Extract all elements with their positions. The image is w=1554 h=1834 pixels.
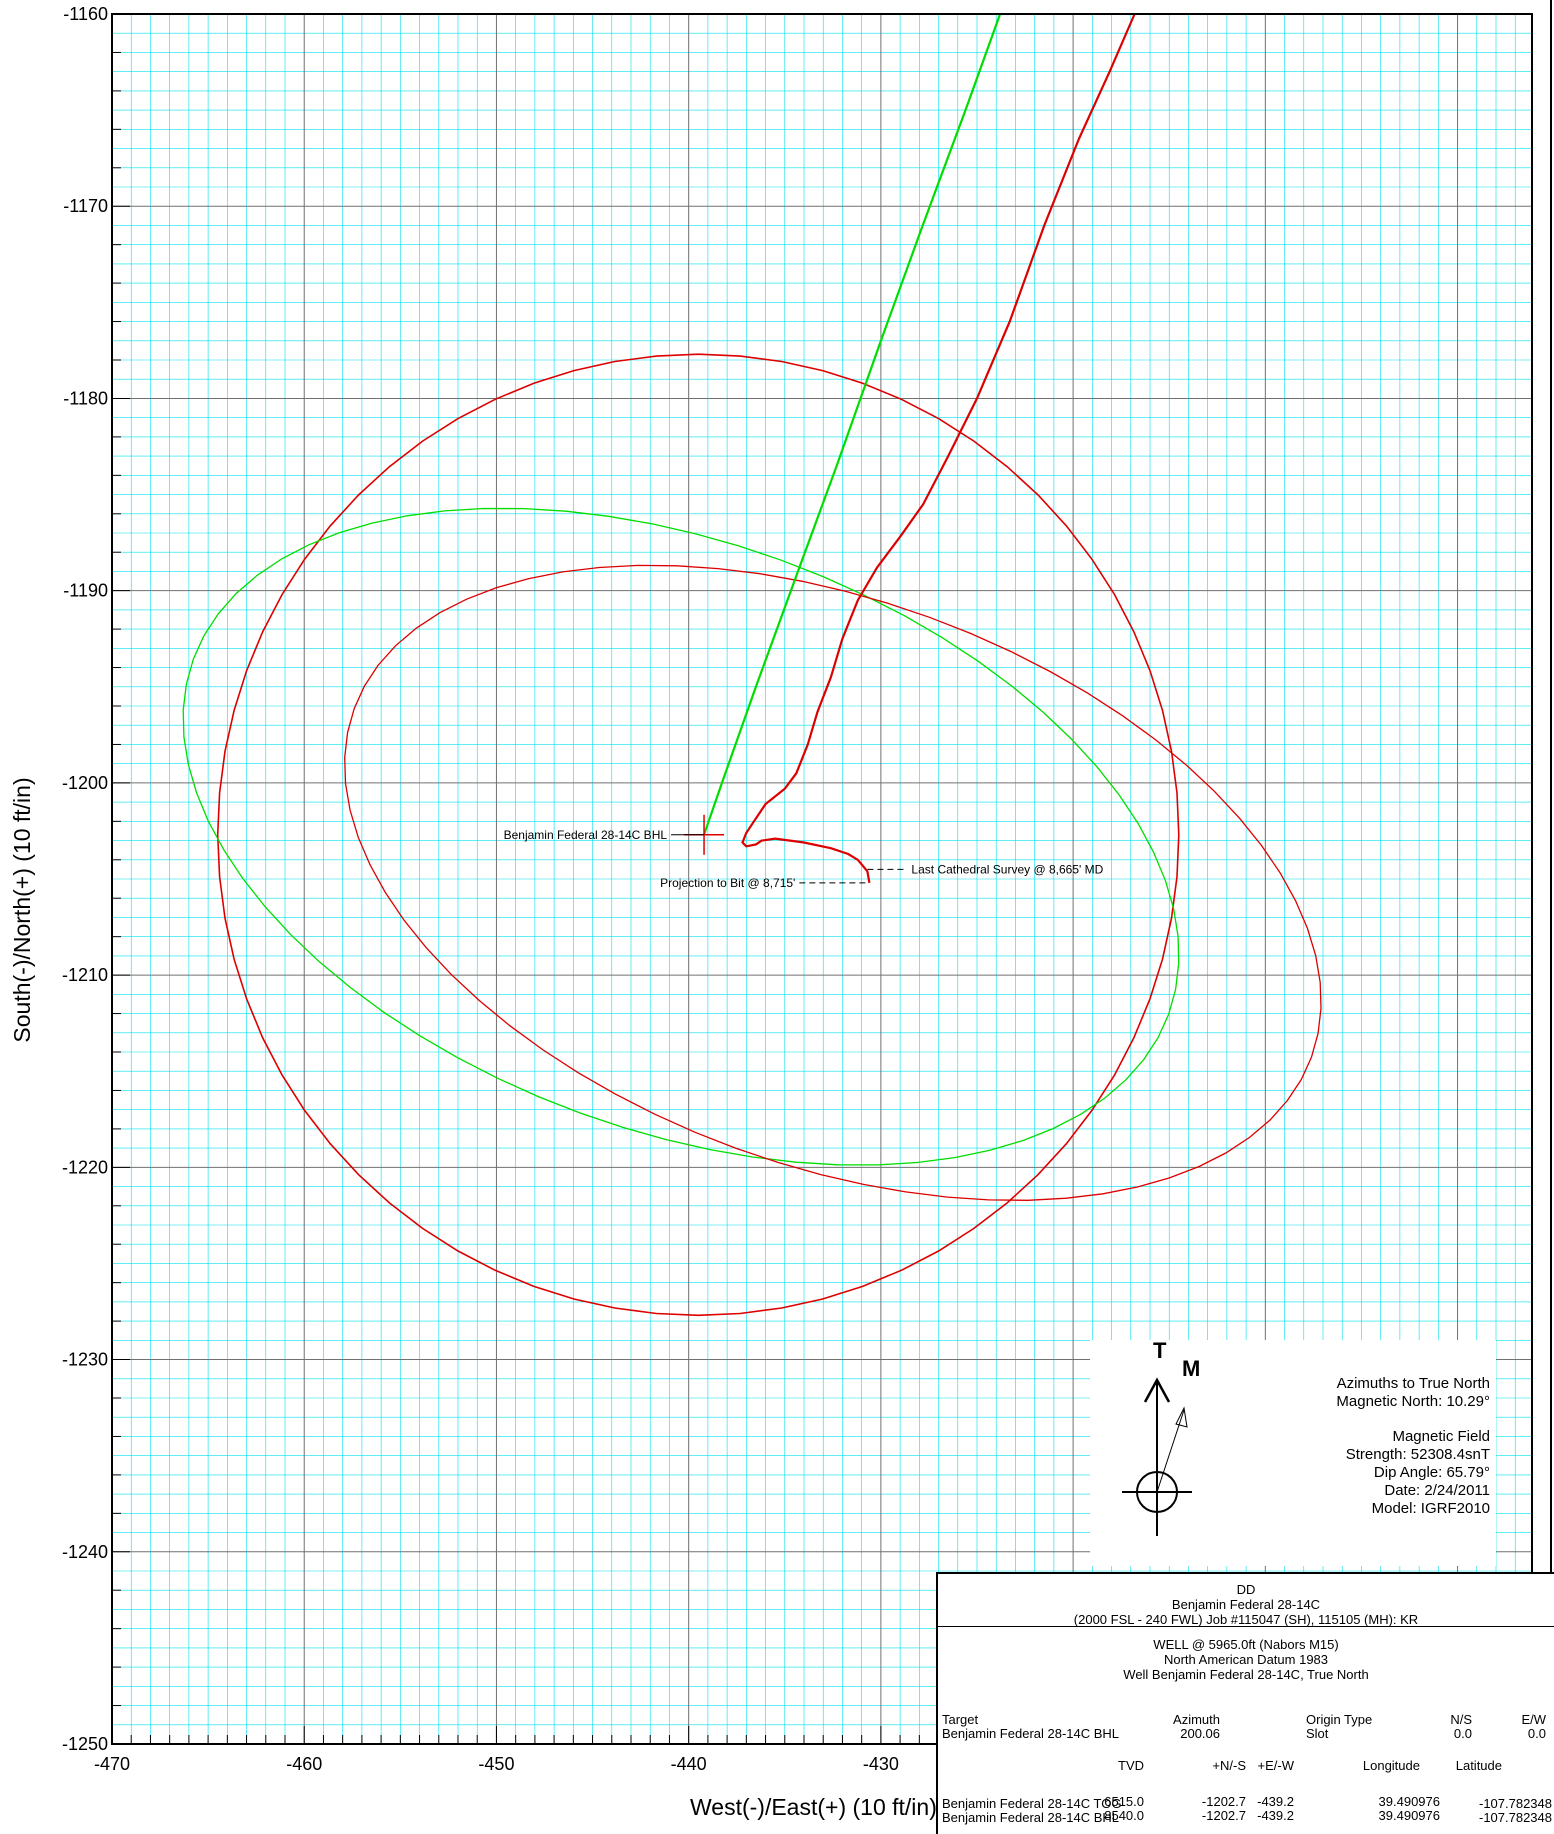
title-line-2: Benjamin Federal 28-14C	[1171, 1597, 1321, 1612]
y-tick-label: -1250	[62, 1734, 108, 1754]
x-tick-label: -440	[671, 1754, 707, 1774]
magnetic-model: Model: IGRF2010	[1371, 1500, 1490, 1517]
y-tick-label: -1210	[62, 965, 108, 985]
north-arrow: T M	[1122, 1340, 1200, 1536]
location-header-tvd: TVD	[1118, 1758, 1144, 1773]
well-block: WELL @ 5965.0ft (Nabors M15) North Ameri…	[938, 1627, 1554, 1697]
plot-frame	[111, 13, 1533, 1745]
target-row-ew: 0.0	[1527, 1726, 1546, 1741]
title-line-3: (2000 FSL - 240 FWL) Job #115047 (SH), 1…	[1073, 1612, 1419, 1627]
location-row-tvd: 8540.0	[1104, 1808, 1144, 1823]
x-axis-ticks: -470 -460 -450 -440 -430	[94, 1726, 940, 1774]
target-row-origin-type: Slot	[1306, 1726, 1329, 1741]
true-north-label: T	[1153, 1340, 1167, 1363]
uncertainty-ellipse	[344, 564, 1322, 1201]
well-info-panel: DD Benjamin Federal 28-14C (2000 FSL - 2…	[936, 1572, 1554, 1834]
annotations: Benjamin Federal 28-14C BHL Last Cathedra…	[504, 814, 1104, 890]
title-line-1: DD	[1236, 1582, 1256, 1597]
azimuth-line: Azimuths to True North	[1336, 1375, 1490, 1392]
magnetic-dip-angle: Dip Angle: 65.79°	[1373, 1464, 1490, 1481]
location-header-latitude: Latitude	[1455, 1758, 1502, 1773]
x-tick-label: -470	[94, 1754, 130, 1774]
y-tick-label: -1180	[63, 388, 108, 408]
y-tick-label: -1160	[63, 4, 108, 24]
location-row-name: Benjamin Federal 28-14C BHL	[942, 1810, 1120, 1825]
y-tick-label: -1190	[63, 581, 108, 601]
target-row-azimuth: 200.06	[1180, 1726, 1220, 1741]
magnetic-field-info: Magnetic Field Strength: 52308.4snT Dip …	[1346, 1428, 1490, 1518]
x-axis-title: West(-)/East(+) (10 ft/in)	[690, 1794, 937, 1820]
location-row-ew: -439.2	[1257, 1808, 1294, 1823]
location-header-longitude: Longitude	[1362, 1758, 1420, 1773]
y-axis-ticks: -1160 -1170 -1180 -1190 -1200 -1210 -1220 -1230…	[62, 4, 130, 1754]
magnetic-north-line	[1156, 1409, 1185, 1493]
target-row-name: Benjamin Federal 28-14C BHL	[942, 1726, 1120, 1741]
y-tick-label: -1230	[62, 1350, 108, 1370]
uncertainty-ellipse	[216, 353, 1180, 1317]
well-line-3: Well Benjamin Federal 28-14C, True North	[1123, 1667, 1369, 1682]
north-arrow-panel: T M Azimuths to True North Magnetic Nort…	[1090, 1340, 1496, 1566]
uncertainty-ellipse	[182, 507, 1180, 1166]
location-row-name: Benjamin Federal 28-14C TOG	[942, 1796, 1122, 1811]
wellbore-series	[702, 13, 1136, 883]
target-header-origin-type: Origin Type	[1306, 1712, 1373, 1727]
x-tick-label: -450	[478, 1754, 514, 1774]
magnetic-field-heading: Magnetic Field	[1392, 1428, 1490, 1445]
location-header-ew: +E/-W	[1257, 1758, 1294, 1773]
target-header-azimuth: Azimuth	[1173, 1712, 1220, 1727]
uncertainty-ellipses	[182, 353, 1322, 1317]
y-tick-label: -1220	[62, 1157, 108, 1177]
annotation-label: Last Cathedral Survey @ 8,665' MD	[911, 862, 1103, 876]
location-row-longitude: 39.490976	[1378, 1808, 1440, 1823]
y-tick-label: -1170	[63, 196, 108, 216]
well-line-2: North American Datum 1983	[1163, 1652, 1329, 1667]
annotation-label: Benjamin Federal 28-14C BHL	[504, 828, 668, 842]
x-tick-label: -430	[863, 1754, 899, 1774]
target-header-target: Target	[942, 1712, 979, 1727]
magnetic-field-strength: Strength: 52308.4snT	[1345, 1446, 1490, 1463]
location-row-latitude: -107.782348	[1478, 1810, 1552, 1825]
location-header-ns: +N/-S	[1212, 1758, 1246, 1773]
magnetic-north-value: Magnetic North: 10.29°	[1336, 1393, 1490, 1410]
location-row-ew: -439.2	[1257, 1794, 1294, 1809]
planned-wellbore-line	[702, 13, 1002, 836]
true-north-arrowhead	[1143, 1377, 1171, 1403]
target-header-ns: N/S	[1450, 1712, 1472, 1727]
y-tick-label: -1240	[62, 1542, 108, 1562]
location-row-tvd: 6515.0	[1104, 1794, 1144, 1809]
azimuth-info: Azimuths to True North Magnetic North: 1…	[1336, 1375, 1490, 1411]
magnetic-north-label: M	[1182, 1356, 1200, 1381]
minor-grid	[112, 14, 1532, 1744]
target-row-ns: 0.0	[1453, 1726, 1472, 1741]
well-line-1: WELL @ 5965.0ft (Nabors M15)	[1153, 1637, 1339, 1652]
title-block: DD Benjamin Federal 28-14C (2000 FSL - 2…	[938, 1574, 1554, 1627]
location-row-latitude: -107.782348	[1478, 1796, 1552, 1811]
location-row-ns: -1202.7	[1201, 1808, 1246, 1823]
x-tick-label: -460	[286, 1754, 322, 1774]
annotation-label: Projection to Bit @ 8,715'	[660, 876, 795, 890]
y-tick-label: -1200	[62, 773, 108, 793]
magnetic-north-arrowhead	[1175, 1406, 1188, 1428]
target-header-ew: E/W	[1521, 1712, 1546, 1727]
y-axis-title: South(-)/North(+) (10 ft/in)	[9, 777, 35, 1042]
location-row-longitude: 39.490976	[1378, 1794, 1440, 1809]
location-row-ns: -1202.7	[1201, 1794, 1246, 1809]
magnetic-date: Date: 2/24/2011	[1384, 1482, 1490, 1499]
actual-wellbore-line	[741, 13, 1136, 883]
